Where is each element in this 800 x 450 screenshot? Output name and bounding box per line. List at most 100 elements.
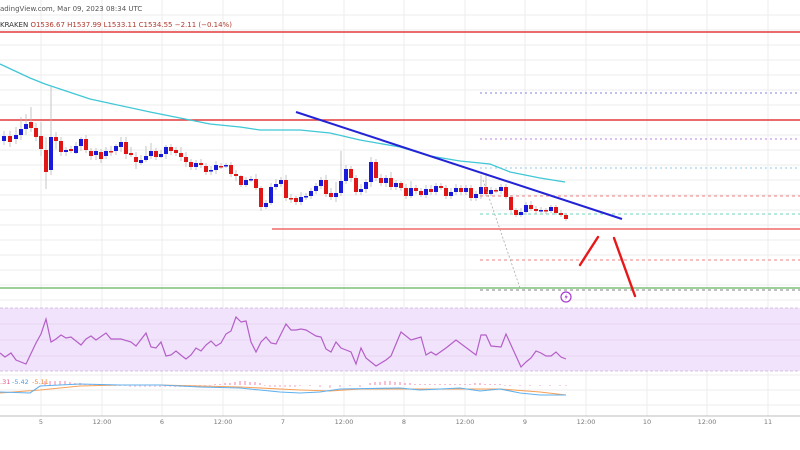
candle-up [139, 160, 143, 163]
candle-down [439, 186, 443, 188]
candle-up [264, 203, 268, 207]
candle-down [169, 147, 173, 151]
candle-up [549, 207, 553, 211]
candle-up [479, 187, 483, 194]
time-tick-label: 11 [763, 418, 773, 426]
horizontal-lines[interactable] [0, 31, 800, 291]
candle-down [39, 136, 43, 149]
candle-up [19, 129, 23, 135]
candle-up [49, 137, 53, 170]
candle-up [279, 180, 283, 184]
candle-up [79, 139, 83, 146]
candle-down [389, 178, 393, 187]
time-tick-label: 7 [280, 418, 286, 426]
candle-down [239, 176, 243, 185]
candle-down [44, 150, 48, 172]
candle-up [214, 165, 218, 170]
time-tick-label: 8 [401, 418, 407, 426]
time-tick-label: 12:00 [92, 418, 112, 426]
candle-down [329, 193, 333, 197]
candle-down [354, 178, 358, 192]
macd-hist-value: .31 [0, 378, 11, 386]
candle-up [114, 146, 118, 151]
candle-up [499, 187, 503, 191]
candle-down [134, 157, 138, 162]
candle-down [349, 169, 353, 178]
candle-down [174, 150, 178, 153]
candle-down [184, 157, 188, 162]
time-tick-label: 12:00 [213, 418, 233, 426]
candle-down [544, 210, 548, 212]
candle-down [219, 166, 223, 168]
candle-up [434, 186, 438, 192]
candle-up [519, 212, 523, 215]
projection-arrows[interactable] [578, 235, 637, 298]
candle-down [179, 153, 183, 157]
candle-down [54, 137, 58, 141]
candle-down [89, 151, 93, 156]
candle-up [384, 178, 388, 183]
candle-up [94, 151, 98, 155]
candle-down [259, 188, 263, 207]
candle-down [429, 189, 433, 192]
lightning-alert-icon[interactable] [560, 291, 572, 303]
candle-down [529, 205, 533, 209]
time-tick-label: 5 [38, 418, 44, 426]
candle-down [69, 149, 73, 151]
candle-down [484, 187, 488, 194]
candle-down [494, 190, 498, 192]
candle-down [374, 162, 378, 178]
candle-up [244, 180, 248, 185]
symbol-exchange: KRAKEN [0, 21, 29, 29]
ohlc-values: O1536.67 H1537.99 L1533.11 C1534.55 −2.1… [30, 21, 232, 29]
projection-segment [612, 236, 637, 298]
time-tick-label: 12:00 [697, 418, 717, 426]
candle-down [129, 153, 133, 155]
candle-down [444, 188, 448, 196]
candle-down [469, 188, 473, 198]
candle-down [504, 187, 508, 197]
candle-down [189, 162, 193, 167]
candle-up [209, 170, 213, 172]
candle-down [324, 180, 328, 194]
rsi-pane [0, 307, 800, 372]
candle-up [104, 151, 108, 156]
candle-down [554, 207, 558, 213]
candle-down [34, 128, 38, 137]
candle-down [289, 198, 293, 200]
candle-up [249, 179, 253, 181]
candle-up [119, 142, 123, 147]
candle-up [319, 180, 323, 186]
candle-down [29, 122, 33, 128]
projection-segment [578, 235, 600, 267]
signal-line [0, 384, 567, 396]
candle-down [399, 183, 403, 188]
candle-up [454, 188, 458, 192]
candle-up [224, 165, 228, 167]
candle-down [234, 174, 238, 176]
candle-down [379, 178, 383, 183]
candle-up [64, 150, 68, 152]
macd-line [0, 383, 566, 396]
candle-up [299, 197, 303, 202]
candle-down [84, 139, 88, 150]
candle-up [304, 196, 308, 198]
candle-up [409, 188, 413, 196]
candle-up [144, 156, 148, 160]
candle-down [284, 180, 288, 198]
candlesticks [2, 86, 568, 289]
candle-up [309, 191, 313, 196]
macd-value: -5.42 [12, 378, 29, 386]
candle-up [14, 135, 18, 139]
bearish-trendline [295, 111, 623, 220]
candle-down [124, 142, 128, 154]
candle-up [164, 147, 168, 154]
candle-down [8, 136, 12, 142]
candle-up [274, 184, 278, 187]
time-tick-label: 10 [642, 418, 652, 426]
trendline[interactable] [295, 111, 623, 220]
candle-up [269, 187, 273, 203]
candle-up [159, 154, 163, 157]
time-tick-label: 12:00 [334, 418, 354, 426]
